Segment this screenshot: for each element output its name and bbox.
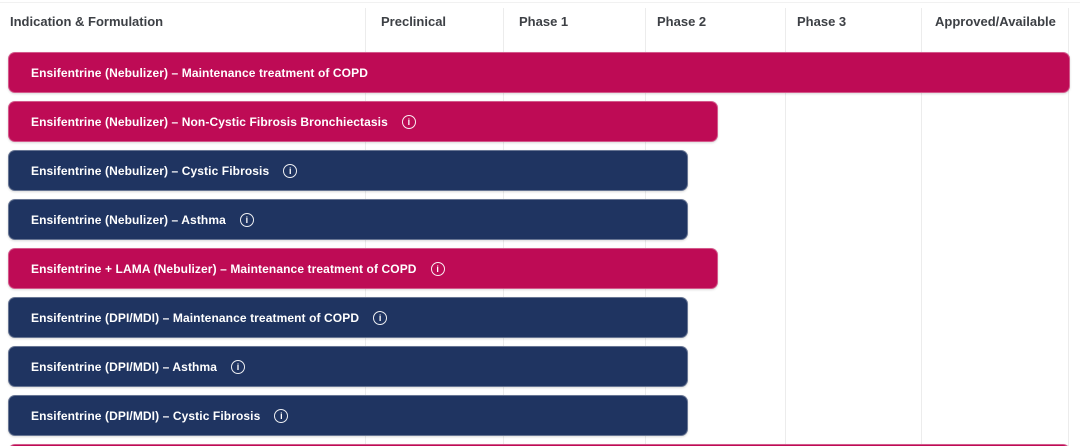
- pipeline-row-label: Ensifentrine (DPI/MDI) – Maintenance tre…: [31, 310, 360, 325]
- pipeline-row-label: Ensifentrine (DPI/MDI) – Cystic Fibrosis: [31, 408, 261, 423]
- info-icon[interactable]: i: [239, 212, 254, 227]
- pipeline-row-label: Ensifentrine + LAMA (Nebulizer) – Mainte…: [31, 261, 417, 276]
- pipeline-row-label: Ensifentrine (Nebulizer) – Asthma: [31, 212, 226, 227]
- column-header-phase3: Phase 3: [797, 14, 847, 29]
- pipeline-row: Ensifentrine (DPI/MDI) – Asthma i: [8, 346, 688, 387]
- info-icon[interactable]: i: [430, 261, 445, 276]
- column-divider: [921, 8, 922, 446]
- column-header-approved: Approved/Available: [935, 14, 1056, 29]
- info-icon[interactable]: i: [274, 408, 289, 423]
- pipeline-row-label: Ensifentrine (Nebulizer) – Maintenance t…: [31, 65, 368, 80]
- column-divider: [1068, 8, 1069, 446]
- pipeline-row-label: Ensifentrine (Nebulizer) – Non-Cystic Fi…: [31, 114, 388, 129]
- info-icon[interactable]: i: [231, 359, 246, 374]
- pipeline-row-label: Ensifentrine (Nebulizer) – Cystic Fibros…: [31, 163, 270, 178]
- pipeline-row: Ensifentrine (DPI/MDI) – Maintenance tre…: [8, 297, 688, 338]
- pipeline-row: Ensifentrine (Nebulizer) – Maintenance t…: [8, 52, 1070, 93]
- info-icon[interactable]: i: [401, 114, 416, 129]
- pipeline-row: Ensifentrine + LAMA (Nebulizer) – Mainte…: [8, 248, 718, 289]
- pipeline-row: Ensifentrine (Nebulizer) – Cystic Fibros…: [8, 150, 688, 191]
- top-border: [0, 2, 1080, 3]
- column-header-phase2: Phase 2: [657, 14, 707, 29]
- column-header-phase1: Phase 1: [519, 14, 569, 29]
- pipeline-row-label: Ensifentrine (DPI/MDI) – Asthma: [31, 359, 218, 374]
- pipeline-row: Ensifentrine (DPI/MDI) – Cystic Fibrosis…: [8, 395, 688, 436]
- column-header-indication: Indication & Formulation: [10, 14, 164, 29]
- column-header-preclinical: Preclinical: [381, 14, 447, 29]
- info-icon[interactable]: i: [373, 310, 388, 325]
- pipeline-row: Ensifentrine (Nebulizer) – Non-Cystic Fi…: [8, 101, 718, 142]
- column-divider: [785, 8, 786, 446]
- info-icon[interactable]: i: [283, 163, 298, 178]
- pipeline-row: Ensifentrine (Nebulizer) – Asthma i: [8, 199, 688, 240]
